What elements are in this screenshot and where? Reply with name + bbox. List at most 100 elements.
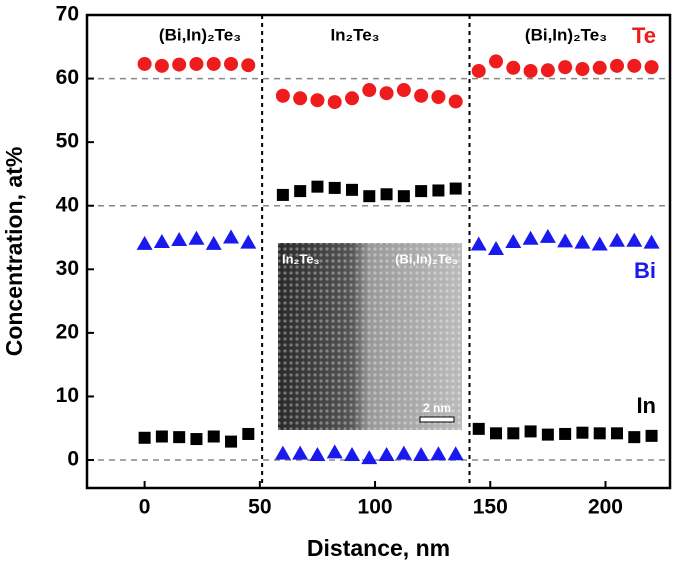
data-point bbox=[326, 444, 343, 459]
data-point bbox=[575, 62, 590, 77]
data-point bbox=[522, 230, 539, 245]
data-point bbox=[293, 91, 308, 106]
data-point bbox=[558, 60, 573, 75]
y-tick-label: 70 bbox=[56, 3, 79, 26]
data-point bbox=[626, 232, 643, 247]
data-point bbox=[153, 233, 170, 248]
data-point bbox=[627, 58, 642, 73]
y-tick-label: 0 bbox=[67, 448, 79, 471]
data-point bbox=[472, 422, 485, 435]
data-point bbox=[172, 57, 187, 72]
data-point bbox=[396, 83, 411, 98]
data-point bbox=[449, 182, 462, 195]
data-point bbox=[431, 90, 446, 105]
data-point bbox=[557, 233, 574, 248]
data-point bbox=[240, 234, 257, 249]
data-point bbox=[643, 234, 660, 249]
data-point bbox=[488, 240, 505, 255]
data-point bbox=[206, 56, 221, 71]
y-tick-label: 30 bbox=[56, 257, 79, 280]
data-point bbox=[609, 232, 625, 247]
data-point bbox=[490, 427, 503, 440]
data-point bbox=[489, 54, 504, 69]
data-point bbox=[292, 445, 309, 460]
data-point bbox=[173, 431, 186, 444]
x-tick-label: 0 bbox=[139, 496, 151, 519]
data-point bbox=[327, 95, 342, 110]
data-point bbox=[379, 86, 394, 101]
data-point bbox=[138, 431, 151, 444]
data-point bbox=[541, 428, 554, 441]
x-tick-label: 150 bbox=[473, 496, 508, 519]
scale-bar-label: 2 nm bbox=[423, 401, 451, 415]
data-point bbox=[274, 445, 291, 460]
data-point bbox=[611, 427, 623, 440]
data-point bbox=[644, 60, 659, 75]
y-tick-label: 10 bbox=[56, 384, 79, 407]
data-point bbox=[593, 427, 606, 440]
data-point bbox=[505, 233, 522, 248]
data-point bbox=[415, 185, 428, 198]
data-point bbox=[413, 446, 430, 461]
data-point bbox=[540, 63, 555, 78]
data-point bbox=[189, 56, 204, 71]
data-point bbox=[207, 430, 220, 443]
scale-bar bbox=[419, 416, 455, 423]
data-point bbox=[539, 228, 556, 243]
data-point bbox=[576, 426, 589, 439]
data-point bbox=[190, 433, 203, 446]
data-point bbox=[523, 63, 538, 78]
data-point bbox=[574, 234, 591, 249]
data-point bbox=[275, 88, 290, 103]
data-point bbox=[430, 446, 447, 461]
y-axis-label: Concentration, at% bbox=[1, 147, 27, 357]
data-point bbox=[223, 229, 240, 244]
x-axis-label: Distance, nm bbox=[307, 535, 450, 561]
data-point bbox=[310, 93, 325, 108]
region-label: (Bi,In)₂Te₃ bbox=[159, 25, 241, 44]
data-point bbox=[345, 91, 359, 106]
data-point bbox=[610, 58, 624, 73]
data-point bbox=[224, 56, 239, 71]
data-point bbox=[645, 429, 658, 442]
region-label: (Bi,In)₂Te₃ bbox=[525, 25, 607, 44]
data-point bbox=[171, 232, 188, 247]
data-point bbox=[241, 58, 256, 73]
inset-texture bbox=[278, 243, 462, 430]
y-tick-label: 20 bbox=[56, 320, 79, 343]
data-point bbox=[154, 58, 169, 73]
data-point bbox=[506, 60, 521, 75]
data-point bbox=[414, 88, 429, 103]
data-point bbox=[309, 446, 326, 461]
series-label: Bi bbox=[634, 258, 656, 283]
data-point bbox=[432, 184, 445, 197]
data-point bbox=[591, 236, 608, 251]
data-point bbox=[363, 190, 376, 203]
y-tick-label: 40 bbox=[56, 193, 79, 216]
data-point bbox=[294, 185, 307, 198]
data-point bbox=[380, 188, 393, 201]
region-label: In₂Te₃ bbox=[330, 25, 379, 44]
data-point bbox=[362, 83, 377, 98]
data-point bbox=[136, 235, 153, 250]
inset-label: (Bi,In)₂Te₃ bbox=[395, 251, 458, 266]
x-tick-label: 100 bbox=[358, 496, 393, 519]
data-point bbox=[559, 427, 572, 440]
data-point bbox=[471, 63, 486, 78]
inset-label: In₂Te₃ bbox=[282, 251, 320, 266]
y-tick-label: 60 bbox=[56, 66, 79, 89]
data-point bbox=[311, 180, 324, 193]
data-point bbox=[592, 60, 607, 75]
data-point bbox=[524, 425, 537, 438]
data-point bbox=[225, 435, 238, 448]
inset: In₂Te₃ (Bi,In)₂Te₃ 2 nm bbox=[278, 243, 462, 430]
data-point bbox=[448, 94, 463, 109]
y-tick-label: 50 bbox=[56, 130, 79, 153]
data-point bbox=[205, 235, 222, 250]
plot-frame bbox=[85, 13, 672, 490]
data-point bbox=[137, 56, 152, 71]
data-point bbox=[346, 183, 358, 196]
x-tick-label: 200 bbox=[588, 496, 623, 519]
data-point bbox=[155, 430, 168, 443]
